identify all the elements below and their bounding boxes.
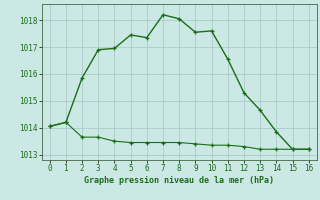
X-axis label: Graphe pression niveau de la mer (hPa): Graphe pression niveau de la mer (hPa)	[84, 176, 274, 185]
